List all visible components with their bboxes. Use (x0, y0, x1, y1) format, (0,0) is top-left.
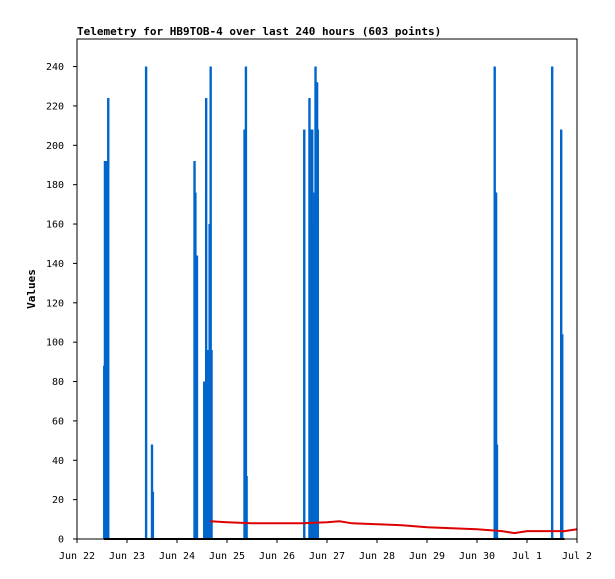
x-tick-label: Jun 25 (209, 551, 245, 562)
y-axis: 0 20 40 60 80 100 120 140 160 180 200 220 240 (46, 62, 77, 546)
y-tick-label: 80 (52, 377, 64, 388)
y-tick-label: 60 (52, 416, 64, 427)
plot-series (103, 66, 578, 540)
x-tick-label: Jun 24 (159, 551, 195, 562)
y-tick-label: 100 (46, 338, 64, 349)
y-tick-label: 180 (46, 180, 64, 191)
x-tick-label: Jun 23 (109, 551, 145, 562)
x-tick-label: Jul 1 (512, 551, 542, 562)
y-tick-label: 20 (52, 495, 64, 506)
y-tick-label: 120 (46, 298, 64, 309)
x-tick-label: Jun 28 (359, 551, 395, 562)
x-tick-label: Jun 26 (259, 551, 295, 562)
y-tick-label: 200 (46, 141, 64, 152)
y-tick-label: 140 (46, 259, 64, 270)
y-axis-label: Values (25, 269, 38, 309)
y-tick-label: 0 (58, 535, 64, 546)
plot-frame (76, 38, 578, 540)
x-tick-label: Jul 2 (562, 551, 592, 562)
series-line-3 (210, 520, 578, 535)
y-tick-label: 40 (52, 456, 64, 467)
x-tick-label: Jun 30 (459, 551, 495, 562)
y-tick-label: 220 (46, 101, 64, 112)
x-tick-label: Jun 27 (309, 551, 345, 562)
y-tick-label: 160 (46, 220, 64, 231)
x-tick-label: Jun 22 (59, 551, 95, 562)
chart-title: Telemetry for HB9TOB-4 over last 240 hou… (77, 25, 441, 38)
x-tick-label: Jun 29 (409, 551, 445, 562)
x-axis: Jun 22 Jun 23 Jun 24 Jun 25 Jun 26 Jun 27 Jun … (59, 539, 592, 562)
y-tick-label: 240 (46, 62, 64, 73)
